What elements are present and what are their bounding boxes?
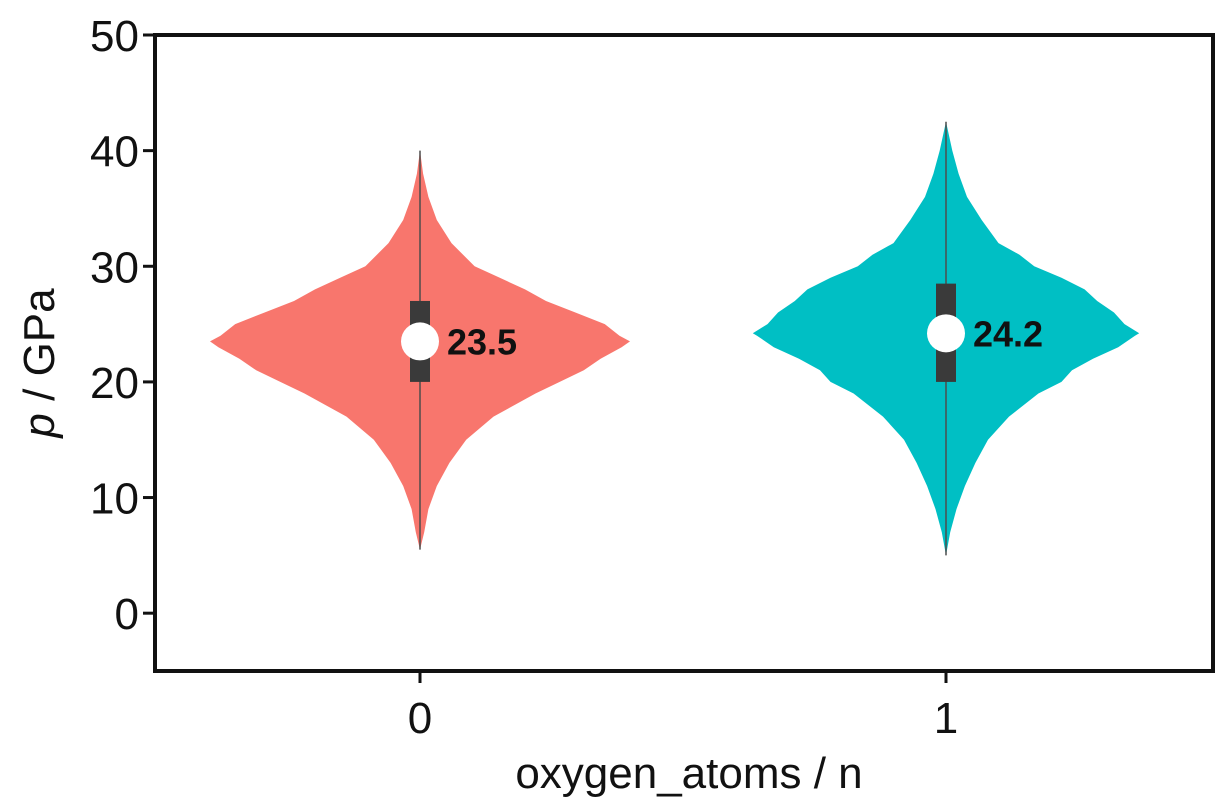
y-tick-label-30: 30 <box>90 243 139 292</box>
x-axis-label: oxygen_atoms / n <box>515 749 862 798</box>
y-tick-label-40: 40 <box>90 128 139 177</box>
y-tick-label-10: 10 <box>90 475 139 524</box>
median-label-1: 24.2 <box>973 313 1043 354</box>
x-tick-label-0: 0 <box>408 694 432 743</box>
y-axis-label-symbol: p <box>15 413 64 439</box>
y-axis-label-unit: / GPa <box>15 288 64 413</box>
x-tick-label-1: 1 <box>934 694 958 743</box>
median-point-0 <box>401 322 439 361</box>
violins-layer: 23.5 24.2 <box>210 121 1140 556</box>
y-axis-label: p / GPa <box>15 288 64 440</box>
median-point-1 <box>927 314 965 353</box>
y-tick-label-20: 20 <box>90 359 139 408</box>
plot-frame <box>153 33 1215 673</box>
y-tick-label-0: 0 <box>115 590 139 639</box>
y-tick-label-50: 50 <box>90 12 139 61</box>
y-axis-ticks: 0 10 20 30 40 50 <box>90 12 155 639</box>
median-label-0: 23.5 <box>447 321 517 362</box>
